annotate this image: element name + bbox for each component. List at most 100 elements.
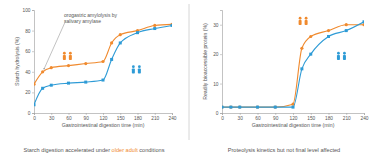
- tick: 40: [25, 70, 34, 75]
- icon-body: [343, 55, 346, 60]
- caption-part: older adult: [112, 147, 139, 153]
- tick: 30: [49, 113, 55, 121]
- tick-label: 0: [216, 111, 219, 116]
- tick-label: 90: [273, 116, 279, 121]
- series-line: [34, 24, 172, 84]
- marker: [345, 29, 348, 32]
- marker: [256, 106, 259, 109]
- icon-head: [69, 52, 72, 55]
- tick-label: 240: [168, 116, 176, 121]
- tick-label: 180: [325, 116, 333, 121]
- tick-mark: [138, 113, 139, 115]
- tick-label: 240: [360, 116, 368, 121]
- icon-head: [337, 52, 340, 55]
- tick-label: 0: [28, 111, 31, 116]
- tick-mark: [220, 25, 222, 26]
- caption: Starch digestion accelerated under older…: [24, 147, 165, 153]
- tick: 210: [151, 113, 159, 121]
- tick-mark: [311, 113, 312, 115]
- tick-label: 60: [255, 116, 261, 121]
- marker: [110, 41, 113, 44]
- marker: [153, 27, 156, 30]
- annotation: orogastric amylolysis bysalivary amylase: [64, 12, 118, 24]
- tick: 0: [28, 111, 34, 116]
- annotation-line: salivary amylase: [64, 18, 101, 24]
- tick-mark: [32, 113, 34, 114]
- marker: [238, 106, 241, 109]
- tick-mark: [120, 113, 121, 115]
- marker: [102, 79, 105, 82]
- tick-mark: [220, 54, 222, 55]
- tick-mark: [293, 113, 294, 115]
- people-icon: [132, 65, 141, 73]
- tick-mark: [240, 113, 241, 115]
- tick-mark: [364, 113, 365, 115]
- series-line: [34, 25, 172, 104]
- icon-head: [132, 65, 135, 68]
- tick: 210: [343, 113, 351, 121]
- tick-label: 20: [213, 52, 219, 57]
- icon-head: [63, 52, 66, 55]
- tick: 0: [33, 113, 36, 121]
- marker: [67, 64, 70, 67]
- marker: [229, 106, 232, 109]
- tick: 240: [360, 113, 368, 121]
- icon-body: [305, 20, 308, 25]
- marker: [222, 106, 224, 109]
- tick-mark: [346, 113, 347, 115]
- marker: [274, 106, 277, 109]
- tick: 30: [238, 113, 244, 121]
- tick-label: 30: [213, 23, 219, 28]
- y-axis-title: Starch hydrolysis (%): [14, 37, 20, 86]
- marker: [362, 23, 364, 26]
- tick-label: 210: [343, 116, 351, 121]
- tick-label: 10: [213, 82, 219, 87]
- marker: [229, 106, 232, 109]
- marker: [34, 83, 36, 86]
- people-icon: [299, 17, 308, 25]
- marker: [170, 23, 172, 26]
- marker: [300, 67, 303, 70]
- marker: [309, 53, 312, 56]
- marker: [327, 35, 330, 38]
- series-line: [222, 25, 364, 107]
- tick-label: 150: [117, 116, 125, 121]
- people-icon: [63, 52, 72, 60]
- x-axis-title: Gastrointestinal digestion time (min): [62, 122, 145, 128]
- marker: [119, 41, 122, 44]
- tick-mark: [32, 31, 34, 32]
- tick: 0: [221, 113, 224, 121]
- tick: 10: [213, 82, 222, 87]
- marker: [222, 106, 224, 109]
- tick-label: 30: [238, 116, 244, 121]
- tick-label: 0: [33, 116, 36, 121]
- tick-mark: [32, 72, 34, 73]
- x-axis: 0306090120150180210240: [221, 113, 369, 121]
- marker: [110, 58, 113, 61]
- marker: [238, 106, 241, 109]
- tick: 240: [168, 113, 176, 121]
- tick-label: 180: [134, 116, 142, 121]
- x-axis-title: Gastrointestinal digestion time (min): [252, 122, 335, 128]
- tick: 30: [213, 23, 222, 28]
- marker: [274, 106, 277, 109]
- icon-body: [132, 68, 135, 73]
- tick-mark: [172, 113, 173, 115]
- icon-body: [69, 55, 72, 60]
- tick-mark: [32, 51, 34, 52]
- plot-area: [222, 20, 364, 108]
- tick-label: 40: [25, 70, 31, 75]
- tick-label: 120: [289, 116, 297, 121]
- marker: [50, 66, 53, 69]
- marker: [67, 82, 70, 85]
- y-axis: 0 10 20 30: [213, 11, 222, 117]
- annotation-arrow-head: [43, 68, 45, 70]
- tick: 20: [213, 52, 222, 57]
- tick: 120: [99, 113, 107, 121]
- axis-line: [223, 114, 365, 116]
- annotation-arrow: [44, 20, 66, 69]
- tick-mark: [86, 113, 87, 115]
- tick-mark: [32, 10, 34, 11]
- icon-head: [343, 52, 346, 55]
- marker: [363, 20, 365, 23]
